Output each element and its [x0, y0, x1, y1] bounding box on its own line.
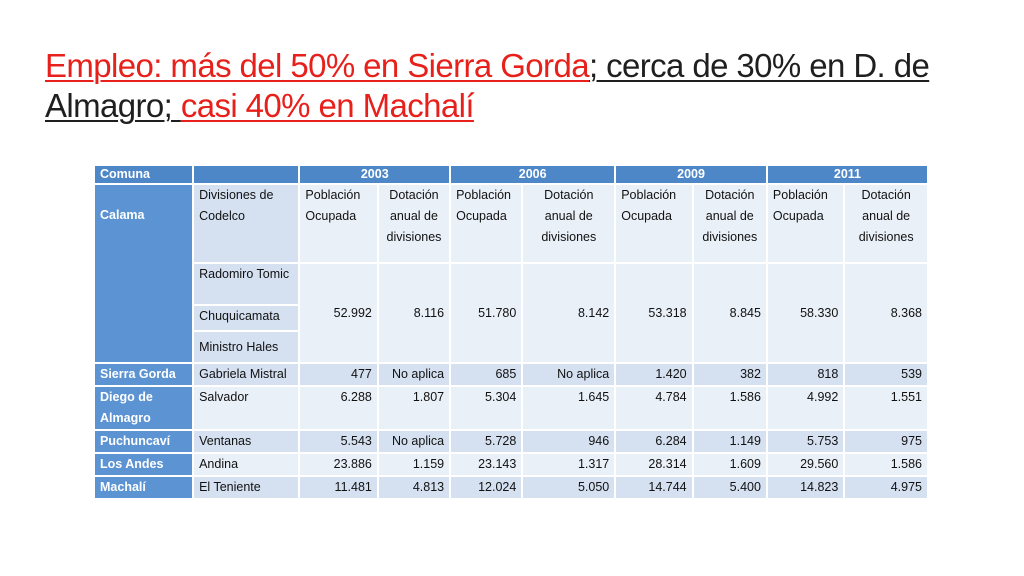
table-row: Los Andes Andina 23.886 1.159 23.143 1.3…: [95, 454, 927, 475]
machali-dot-2011: 4.975: [845, 477, 927, 498]
header-2003: 2003: [300, 166, 450, 183]
calama-row: Radomiro Tomic 52.992 8.116 51.780 8.142…: [95, 264, 927, 362]
header-row: Comuna 2003 2006 2009 2011: [95, 166, 927, 183]
division-gabriela-mistral: Gabriela Mistral: [194, 364, 299, 385]
table-row: Machalí El Teniente 11.481 4.813 12.024 …: [95, 477, 927, 498]
sub-poblacion-2006: Población Ocupada: [451, 185, 522, 262]
calama-dot-2003: 8.116: [378, 264, 450, 362]
los-andes-pob-2011: 29.560: [767, 454, 844, 475]
header-2009: 2009: [616, 166, 766, 183]
comuna-machali: Machalí: [95, 477, 193, 498]
almagro-pob-2006: 5.304: [451, 387, 522, 429]
calama-dot-2009: 8.845: [693, 264, 766, 362]
calama-dot-2006: 8.142: [523, 264, 615, 362]
employment-table: Comuna 2003 2006 2009 2011 Calama Divisi…: [93, 164, 929, 500]
machali-pob-2009: 14.744: [616, 477, 692, 498]
almagro-dot-2003: 1.807: [378, 387, 450, 429]
sub-dotacion-2003: Dotación anual de divisiones: [378, 185, 450, 262]
almagro-pob-2009: 4.784: [616, 387, 692, 429]
division-el-teniente: El Teniente: [194, 477, 299, 498]
los-andes-pob-2003: 23.886: [300, 454, 377, 475]
table-row: Sierra Gorda Gabriela Mistral 477 No apl…: [95, 364, 927, 385]
sierra-gorda-pob-2009: 1.420: [616, 364, 692, 385]
header-comuna: Comuna: [95, 166, 193, 183]
calama-pob-2009: 53.318: [616, 264, 692, 362]
title-part-almagro: ; cerca de 30% en D. de Almagro;: [45, 47, 930, 124]
machali-pob-2003: 11.481: [300, 477, 377, 498]
sierra-gorda-dot-2003: No aplica: [378, 364, 450, 385]
sub-poblacion-2003: Población Ocupada: [300, 185, 377, 262]
sub-dotacion-2009: Dotación anual de divisiones: [693, 185, 766, 262]
los-andes-dot-2011: 1.586: [845, 454, 927, 475]
sub-dotacion-2011: Dotación anual de divisiones: [845, 185, 927, 262]
calama-pob-2011: 58.330: [767, 264, 844, 362]
sub-poblacion-2011: Población Ocupada: [767, 185, 844, 262]
puchuncavi-dot-2006: 946: [523, 431, 615, 452]
calama-dot-2011: 8.368: [845, 264, 927, 362]
machali-dot-2006: 5.050: [523, 477, 615, 498]
sierra-gorda-dot-2011: 539: [845, 364, 927, 385]
table-row: Diego de Almagro Salvador 6.288 1.807 5.…: [95, 387, 927, 429]
sub-poblacion-2009: Población Ocupada: [616, 185, 692, 262]
comuna-los-andes: Los Andes: [95, 454, 193, 475]
table-row: Puchuncaví Ventanas 5.543 No aplica 5.72…: [95, 431, 927, 452]
calama-row: Chuquicamata: [95, 306, 927, 330]
almagro-pob-2011: 4.992: [767, 387, 844, 429]
los-andes-dot-2009: 1.609: [693, 454, 766, 475]
slide-title: Empleo: más del 50% en Sierra Gorda; cer…: [45, 46, 995, 126]
machali-pob-2006: 12.024: [451, 477, 522, 498]
header-2011: 2011: [767, 166, 927, 183]
almagro-dot-2009: 1.586: [693, 387, 766, 429]
comuna-calama: Calama: [95, 185, 193, 362]
division-salvador: Salvador: [194, 387, 299, 429]
almagro-dot-2006: 1.645: [523, 387, 615, 429]
calama-row: Ministro Hales: [95, 332, 927, 362]
sub-dotacion-2006: Dotación anual de divisiones: [523, 185, 615, 262]
title-part-machali: casi 40% en Machalí: [180, 87, 475, 124]
puchuncavi-pob-2011: 5.753: [767, 431, 844, 452]
almagro-pob-2003: 6.288: [300, 387, 377, 429]
machali-dot-2003: 4.813: [378, 477, 450, 498]
sub-division: Divisiones de Codelco: [194, 185, 299, 262]
sierra-gorda-pob-2003: 477: [300, 364, 377, 385]
comuna-puchuncavi: Puchuncaví: [95, 431, 193, 452]
almagro-dot-2011: 1.551: [845, 387, 927, 429]
los-andes-dot-2006: 1.317: [523, 454, 615, 475]
puchuncavi-pob-2003: 5.543: [300, 431, 377, 452]
division-radomiro-tomic: Radomiro Tomic: [194, 264, 299, 304]
comuna-diego-de-almagro: Diego de Almagro: [95, 387, 193, 429]
puchuncavi-dot-2011: 975: [845, 431, 927, 452]
subheader-row: Calama Divisiones de Codelco Población O…: [95, 185, 927, 362]
division-andina: Andina: [194, 454, 299, 475]
sierra-gorda-pob-2006: 685: [451, 364, 522, 385]
los-andes-pob-2006: 23.143: [451, 454, 522, 475]
sierra-gorda-dot-2006: No aplica: [523, 364, 615, 385]
calama-pob-2003: 52.992: [300, 264, 377, 362]
division-chuquicamata: Chuquicamata: [194, 306, 299, 330]
title-part-sierra-gorda: Empleo: más del 50% en Sierra Gorda: [45, 47, 590, 84]
los-andes-pob-2009: 28.314: [616, 454, 692, 475]
machali-dot-2009: 5.400: [693, 477, 766, 498]
calama-pob-2006: 51.780: [451, 264, 522, 362]
sierra-gorda-dot-2009: 382: [693, 364, 766, 385]
puchuncavi-dot-2009: 1.149: [693, 431, 766, 452]
division-ventanas: Ventanas: [194, 431, 299, 452]
puchuncavi-dot-2003: No aplica: [378, 431, 450, 452]
header-blank: [194, 166, 299, 183]
puchuncavi-pob-2006: 5.728: [451, 431, 522, 452]
sierra-gorda-pob-2011: 818: [767, 364, 844, 385]
los-andes-dot-2003: 1.159: [378, 454, 450, 475]
comuna-sierra-gorda: Sierra Gorda: [95, 364, 193, 385]
header-2006: 2006: [451, 166, 615, 183]
puchuncavi-pob-2009: 6.284: [616, 431, 692, 452]
machali-pob-2011: 14.823: [767, 477, 844, 498]
division-ministro-hales: Ministro Hales: [194, 332, 299, 362]
